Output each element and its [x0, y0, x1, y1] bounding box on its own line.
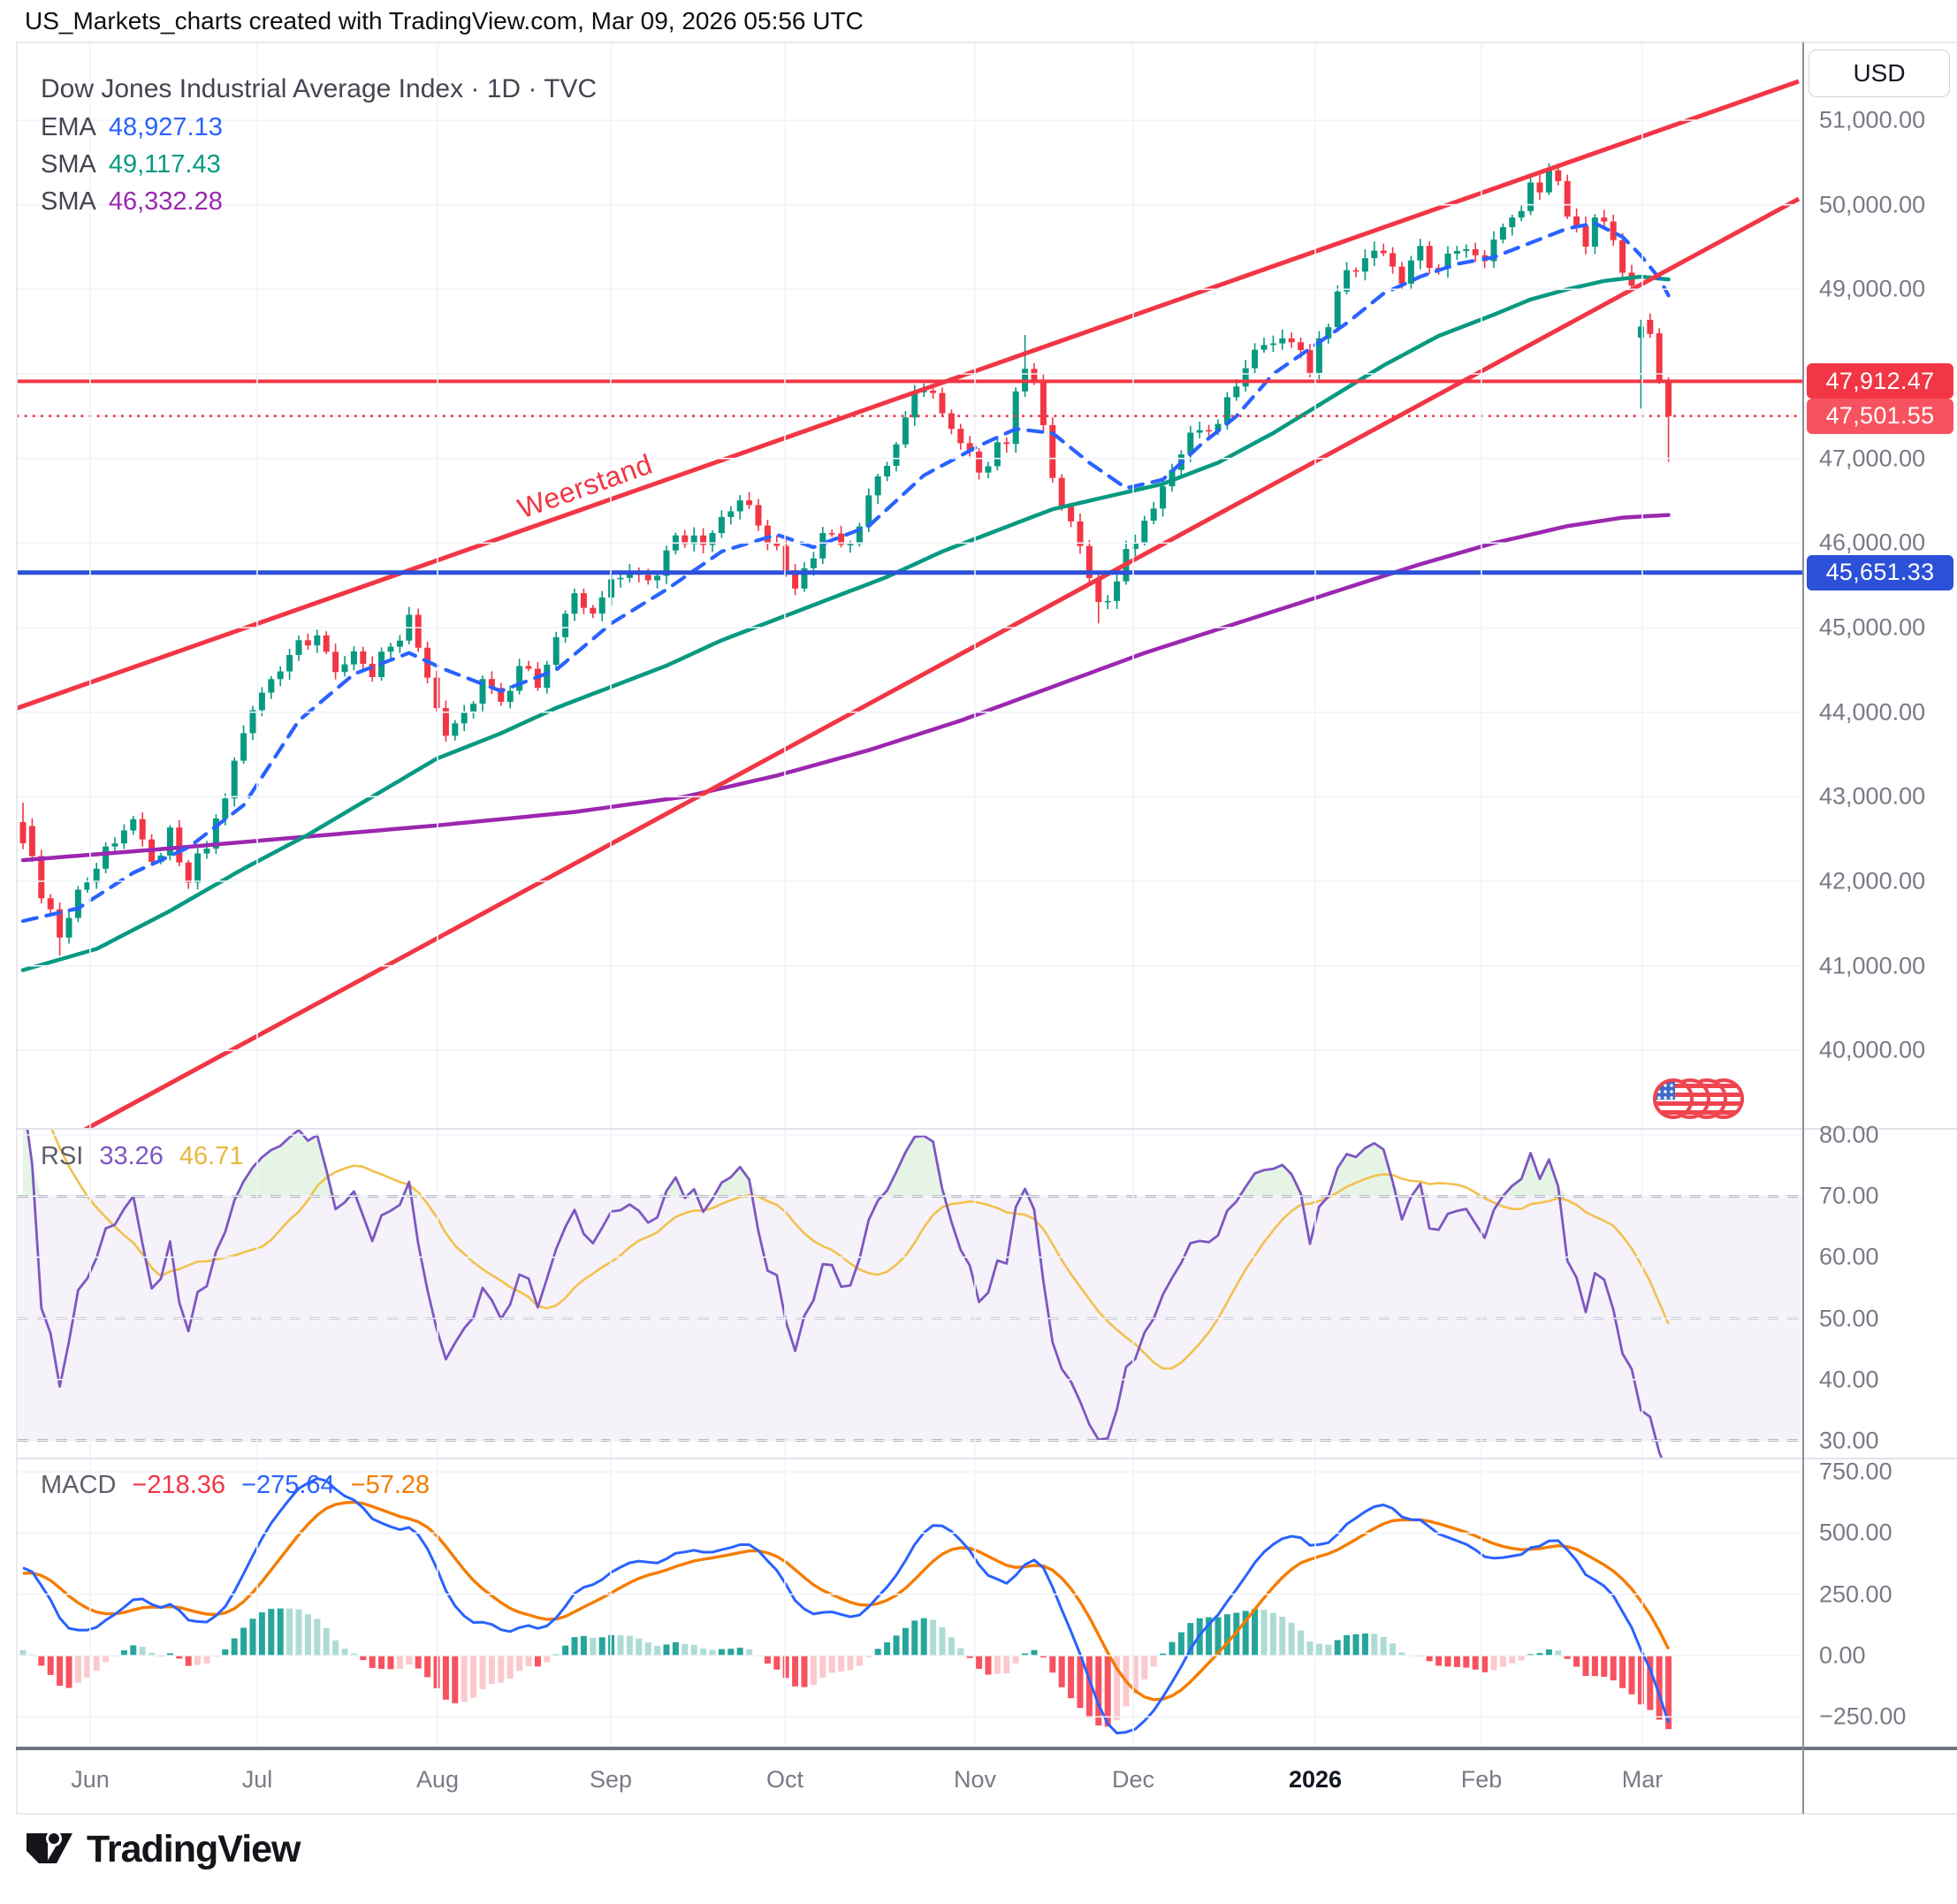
month-label-mar: Mar [1621, 1766, 1664, 1793]
macd-value: −275.64 [241, 1471, 335, 1499]
rsi-tick: 70.00 [1819, 1182, 1879, 1209]
price-tick: 41,000.00 [1819, 952, 1926, 979]
macd-label: MACD [41, 1471, 117, 1499]
price-badge: 47,912.47 [1807, 363, 1953, 400]
month-label-aug: Aug [415, 1766, 460, 1793]
rsi-tick: 80.00 [1819, 1121, 1879, 1148]
price-tick: 50,000.00 [1819, 191, 1926, 218]
sma200-value: 46,332.28 [108, 187, 223, 216]
month-label-dec: Dec [1111, 1766, 1155, 1793]
rsi-tick: 40.00 [1819, 1366, 1879, 1393]
legend-row-ema[interactable]: EMA 48,927.13 [41, 113, 597, 142]
sma50-label: SMA [41, 150, 96, 179]
rsi-tick: 60.00 [1819, 1243, 1879, 1270]
tradingview-logo-text: TradingView [87, 1827, 301, 1870]
price-tick: 51,000.00 [1819, 106, 1926, 133]
sma50-value: 49,117.43 [108, 150, 221, 179]
macd-tick: 500.00 [1819, 1519, 1892, 1546]
ema-label: EMA [41, 113, 96, 141]
macd-tick: 750.00 [1819, 1458, 1892, 1485]
chart-legend: Dow Jones Industrial Average Index · 1D … [41, 74, 597, 217]
rsi-ma-value: 46.71 [179, 1142, 244, 1170]
month-label-jul: Jul [241, 1766, 273, 1793]
currency-button[interactable]: USD [1809, 50, 1950, 97]
tradingview-logo[interactable]: TradingView [25, 1824, 301, 1874]
rsi-value: 33.26 [99, 1142, 164, 1170]
price-tick: 49,000.00 [1819, 275, 1926, 302]
price-tick: 46,000.00 [1819, 529, 1926, 556]
price-tick: 42,000.00 [1819, 867, 1926, 895]
month-label-jun: Jun [71, 1766, 110, 1793]
sma200-label: SMA [41, 187, 96, 216]
rsi-tick: 50.00 [1819, 1305, 1879, 1331]
macd-tick: 250.00 [1819, 1580, 1892, 1608]
month-label-2026: 2026 [1288, 1766, 1343, 1793]
month-label-feb: Feb [1460, 1766, 1503, 1793]
macd-tick: −250.00 [1819, 1702, 1907, 1730]
page-title: US_Markets_charts created with TradingVi… [25, 7, 864, 34]
legend-row-sma50[interactable]: SMA 49,117.43 [41, 150, 597, 179]
month-label-oct: Oct [765, 1766, 804, 1793]
month-label-sep: Sep [589, 1766, 633, 1793]
ema-value: 48,927.13 [108, 113, 223, 141]
macd-tick: 0.00 [1819, 1641, 1866, 1669]
price-tick: 45,000.00 [1819, 613, 1926, 641]
tradingview-logo-icon [27, 1831, 72, 1863]
symbol-title[interactable]: Dow Jones Industrial Average Index · 1D … [41, 74, 598, 103]
macd-hist-value: −218.36 [132, 1471, 226, 1499]
rsi-label: RSI [41, 1142, 84, 1170]
legend-row-sma200[interactable]: SMA 46,332.28 [41, 187, 597, 217]
price-tick: 40,000.00 [1819, 1036, 1926, 1063]
price-badge: 45,651.33 [1807, 554, 1953, 590]
macd-signal-value: −57.28 [350, 1471, 430, 1499]
macd-legend-row[interactable]: MACD −218.36 −275.64 −57.28 [41, 1471, 445, 1500]
price-tick: 47,000.00 [1819, 445, 1926, 472]
rsi-legend-row[interactable]: RSI 33.26 46.71 [41, 1142, 260, 1171]
price-tick: 44,000.00 [1819, 698, 1926, 726]
price-badge: 47,501.55 [1807, 398, 1953, 434]
price-tick: 43,000.00 [1819, 782, 1926, 810]
rsi-tick: 30.00 [1819, 1427, 1879, 1454]
month-label-nov: Nov [953, 1766, 997, 1793]
